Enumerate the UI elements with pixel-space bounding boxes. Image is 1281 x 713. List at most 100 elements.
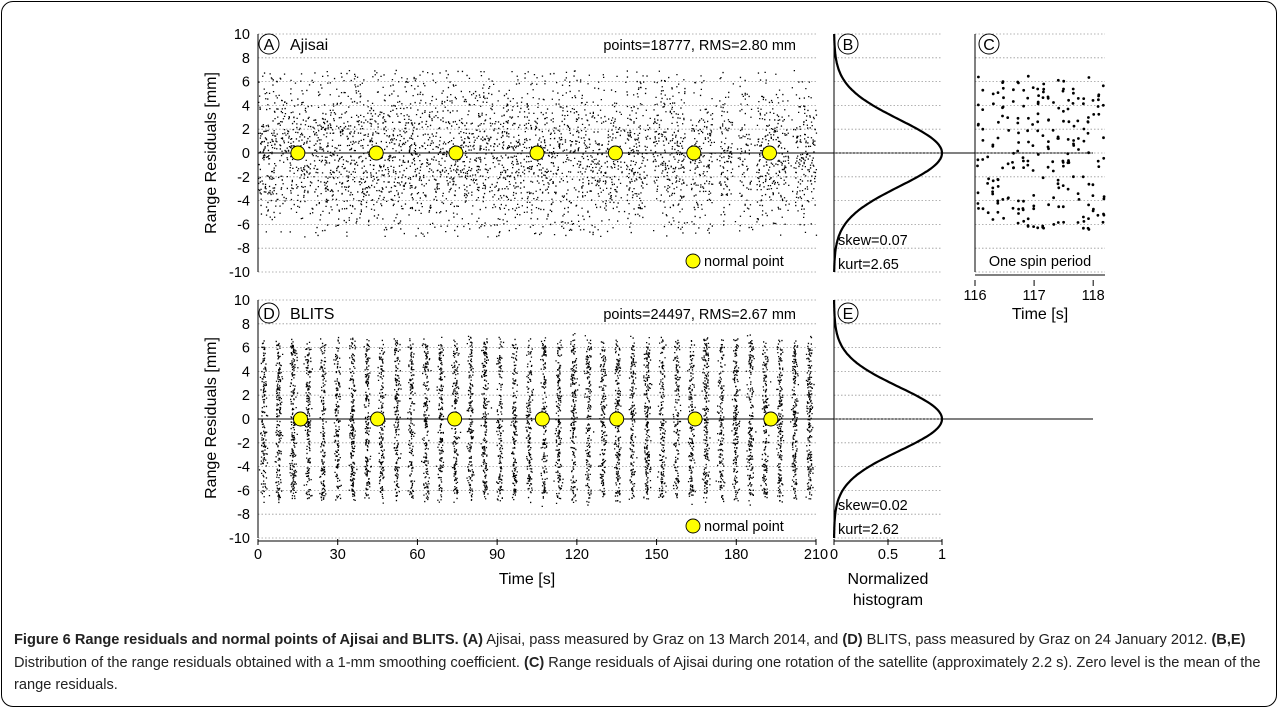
xtick-label: 0.5 xyxy=(878,547,898,563)
panel-label-circle-c xyxy=(978,33,1000,55)
panel-label-circle-a xyxy=(258,33,280,55)
histogram-curve-e xyxy=(833,300,944,538)
normal-point xyxy=(368,145,384,161)
caption-be-label: (B,E) xyxy=(1211,632,1246,648)
ytick-label: -6 xyxy=(237,217,250,233)
caption-c-label: (C) xyxy=(523,654,545,671)
stats-d: points=24497, RMS=2.67 mm xyxy=(603,307,796,323)
normal-point xyxy=(609,411,625,427)
points-d xyxy=(258,333,815,507)
xlabel-e-line1: Normalized xyxy=(848,571,929,588)
ylabel-a: Range Residuals [mm] xyxy=(203,72,220,234)
ytick-label: -8 xyxy=(237,241,250,257)
yticks-d: 10 8 6 4 2 0 -2 -4 -6 -8 -10 xyxy=(229,293,250,547)
grid-e xyxy=(833,299,942,539)
residual-points-d xyxy=(258,333,815,507)
xticks-d: 0 30 60 90 120 150 180 210 xyxy=(254,539,828,563)
xtick-label: 0 xyxy=(830,547,838,563)
normal-points-a xyxy=(290,145,777,161)
panel-label-e: E xyxy=(843,306,854,323)
title-d: BLITS xyxy=(290,306,334,323)
caption-d-label: (D) xyxy=(842,632,863,648)
xtick-label: 60 xyxy=(409,547,425,563)
caption-be-text: Distribution of the range residuals obta… xyxy=(14,654,524,671)
normal-point xyxy=(534,411,550,427)
ytick-label: 0 xyxy=(242,412,250,428)
panel-c: C One spin period 116 117 118 Time [s] xyxy=(963,33,1106,323)
normal-point xyxy=(447,411,463,427)
ytick-label: -8 xyxy=(237,507,250,523)
legend-label-d: normal point xyxy=(704,519,784,535)
ytick-label: 8 xyxy=(242,317,250,333)
panel-label-circle-e xyxy=(837,302,859,324)
xtick-label: 118 xyxy=(1082,288,1105,304)
xtick-label: 210 xyxy=(804,547,828,563)
ytick-label: 6 xyxy=(242,75,250,91)
xticks-c: 116 117 118 xyxy=(963,274,1105,304)
normal-point xyxy=(290,145,306,161)
skew-b: skew=0.07 xyxy=(838,233,908,249)
caption-a-text: Ajisai, pass measured by Graz on 13 Marc… xyxy=(482,632,843,648)
ytick-label: -4 xyxy=(237,194,250,210)
legend-marker-d xyxy=(685,518,701,534)
legend-label-a: normal point xyxy=(704,254,784,270)
normal-point xyxy=(762,145,777,161)
panel-label-b: B xyxy=(843,37,854,54)
ytick-label: -4 xyxy=(237,460,250,476)
ytick-label: -6 xyxy=(237,483,250,499)
xticks-e: 0 0.5 1 xyxy=(830,539,946,563)
ytick-label: 4 xyxy=(242,98,250,114)
ytick-label: -10 xyxy=(229,265,250,281)
xtick-label: 116 xyxy=(963,288,986,304)
normal-point xyxy=(607,145,623,161)
ytick-label: -10 xyxy=(229,531,250,547)
histogram-curve-b xyxy=(833,34,944,272)
caption-c-text: Range residuals of Ajisai during one rot… xyxy=(14,654,1261,694)
xtick-label: 180 xyxy=(724,547,748,563)
ytick-label: -2 xyxy=(237,436,250,452)
ytick-label: 4 xyxy=(242,364,250,380)
annotation-c: One spin period xyxy=(989,254,1091,270)
kurt-b: kurt=2.65 xyxy=(838,257,899,273)
xtick-label: 30 xyxy=(330,547,346,563)
panel-label-circle-b xyxy=(837,33,859,55)
ytick-label: -2 xyxy=(237,170,250,186)
xtick-label: 0 xyxy=(254,547,262,563)
xtick-label: 117 xyxy=(1023,288,1046,304)
ytick-label: 8 xyxy=(242,51,250,67)
figure-caption: Figure 6 Range residuals and normal poin… xyxy=(14,629,1266,697)
panel-b: B skew=0.07 kurt=2.65 xyxy=(833,33,944,273)
xlabel-c: Time [s] xyxy=(1012,306,1068,323)
panel-a: 10 8 6 4 2 0 -2 -4 -6 -8 -10 A Ajisai points=18777… xyxy=(203,27,1093,281)
normal-point xyxy=(370,411,386,427)
panel-e: E skew=0.02 kurt=2.62 0 0.5 1 Normalized h… xyxy=(830,299,946,609)
xtick-label: 90 xyxy=(489,547,505,563)
panel-label-circle-d xyxy=(258,302,280,324)
normal-point xyxy=(529,145,545,161)
legend-marker-a xyxy=(685,253,701,269)
xtick-label: 1 xyxy=(938,547,946,563)
caption-a-label: (A) xyxy=(462,632,483,648)
ytick-label: 0 xyxy=(242,146,250,162)
ylabel-d: Range Residuals [mm] xyxy=(203,337,220,499)
xtick-label: 120 xyxy=(565,547,589,563)
panel-label-d: D xyxy=(263,306,275,323)
normal-point xyxy=(763,411,779,427)
normal-points-d xyxy=(293,411,779,427)
kurt-e: kurt=2.62 xyxy=(838,522,899,538)
normal-point xyxy=(687,411,703,427)
ytick-label: 2 xyxy=(242,122,250,138)
xlabel-d: Time [s] xyxy=(499,571,555,588)
skew-e: skew=0.02 xyxy=(838,498,908,514)
caption-d-text: BLITS, pass measured by Graz on 24 Janua… xyxy=(862,632,1212,648)
xlabel-e-line2: histogram xyxy=(853,592,923,609)
title-a: Ajisai xyxy=(290,37,328,54)
normal-point xyxy=(686,145,702,161)
ytick-label: 10 xyxy=(234,27,250,43)
xtick-label: 150 xyxy=(644,547,668,563)
ytick-label: 10 xyxy=(234,293,250,309)
panel-label-a: A xyxy=(264,37,275,54)
